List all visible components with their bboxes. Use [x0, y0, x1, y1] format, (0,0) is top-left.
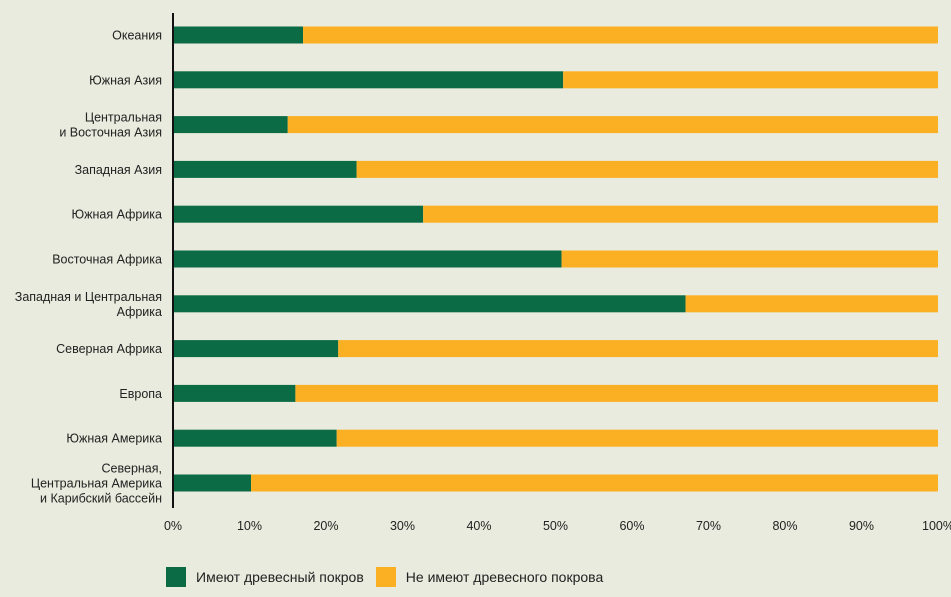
category-label: Северная Африка	[56, 342, 162, 356]
legend-label-no-tree-cover: Не имеют древесного покрова	[405, 569, 604, 585]
category-label: Центральная	[85, 111, 162, 125]
bar-segment-tree-cover	[173, 205, 424, 223]
bar-segment-tree-cover	[173, 474, 252, 492]
legend-label-tree-cover: Имеют древесный покров	[196, 569, 364, 585]
legend-swatch-no-tree-cover	[375, 567, 396, 587]
bar-segment-no-tree-cover	[303, 26, 938, 44]
x-tick-label: 60%	[619, 519, 644, 533]
legend-item-no-tree-cover: Не имеют древесного покрова	[375, 567, 604, 587]
x-tick-label: 30%	[390, 519, 415, 533]
category-label: Западная и Центральная	[15, 290, 162, 304]
bar-segment-no-tree-cover	[338, 340, 938, 358]
bar-segment-no-tree-cover	[287, 116, 938, 134]
x-tick-label: 80%	[772, 519, 797, 533]
category-label: Восточная Африка	[52, 253, 162, 267]
bar-segment-no-tree-cover	[423, 205, 938, 223]
x-tick-label: 100%	[922, 519, 951, 533]
x-tick-label: 70%	[696, 519, 721, 533]
bar-segment-no-tree-cover	[295, 384, 938, 402]
category-label: Африка	[117, 305, 162, 319]
bar-segment-no-tree-cover	[356, 160, 939, 178]
category-label: Центральная Америка	[31, 477, 162, 491]
category-label: Южная Америка	[66, 432, 162, 446]
x-tick-label: 90%	[849, 519, 874, 533]
category-label: Европа	[119, 387, 162, 401]
category-label: и Восточная Азия	[59, 126, 162, 140]
bar-segment-tree-cover	[173, 26, 304, 44]
legend-swatch-tree-cover	[166, 567, 186, 587]
bar-segment-no-tree-cover	[561, 250, 938, 268]
legend: Имеют древесный покров Не имеют древесно…	[166, 567, 615, 587]
category-label: Южная Азия	[89, 73, 162, 87]
category-label: Океания	[112, 29, 162, 43]
category-label: Южная Африка	[72, 208, 163, 222]
x-tick-label: 50%	[543, 519, 568, 533]
x-tick-label: 10%	[237, 519, 262, 533]
bar-segment-tree-cover	[173, 160, 357, 178]
x-tick-label: 0%	[164, 519, 182, 533]
legend-item-tree-cover: Имеют древесный покров	[166, 567, 364, 587]
bar-segment-tree-cover	[173, 429, 337, 447]
bar-segment-tree-cover	[173, 116, 288, 134]
bar-segment-no-tree-cover	[685, 295, 938, 313]
bar-segment-tree-cover	[173, 384, 296, 402]
x-tick-label: 40%	[466, 519, 491, 533]
category-label: Северная,	[102, 462, 162, 476]
x-tick-label: 20%	[313, 519, 338, 533]
bar-segment-no-tree-cover	[563, 71, 938, 89]
bar-segment-tree-cover	[173, 295, 686, 313]
bar-segment-no-tree-cover	[251, 474, 938, 492]
category-label: и Карибский бассейн	[40, 492, 162, 506]
bar-segment-tree-cover	[173, 71, 564, 89]
bar-segment-tree-cover	[173, 340, 339, 358]
bar-segment-tree-cover	[173, 250, 562, 268]
category-label: Западная Азия	[75, 163, 162, 177]
bar-segment-no-tree-cover	[336, 429, 939, 447]
